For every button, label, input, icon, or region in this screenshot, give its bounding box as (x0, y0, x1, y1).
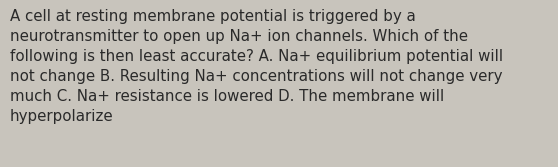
Text: A cell at resting membrane potential is triggered by a
neurotransmitter to open : A cell at resting membrane potential is … (10, 9, 503, 124)
